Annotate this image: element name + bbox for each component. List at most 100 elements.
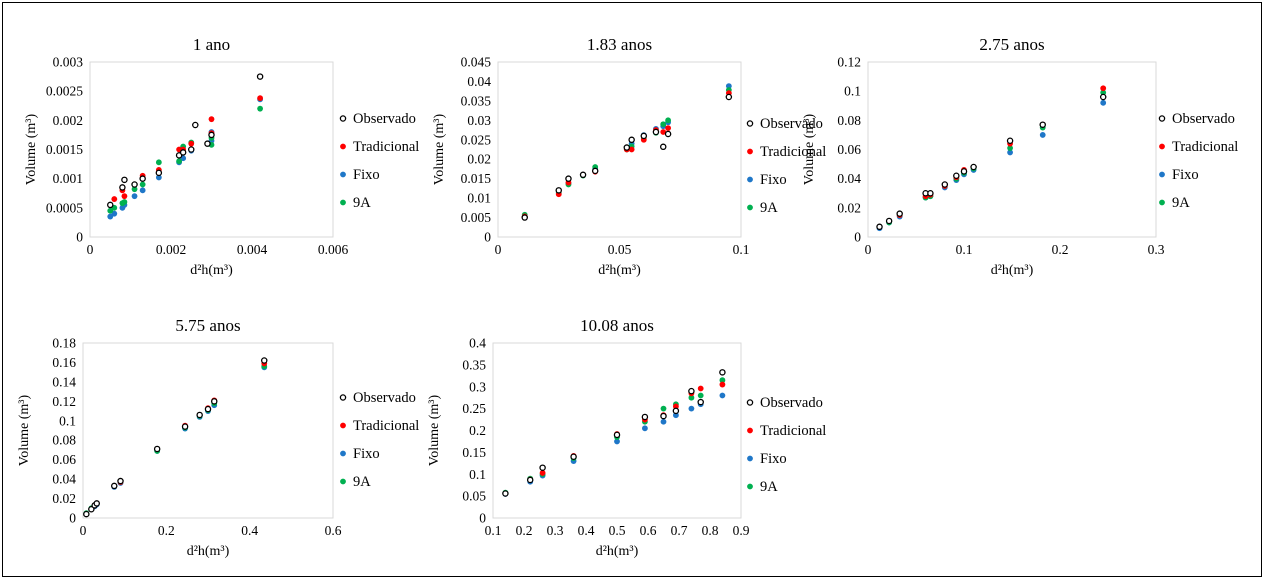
data-point-observado (210, 398, 218, 405)
data-point-observado (660, 412, 667, 420)
legend-marker-tradicional (1159, 143, 1165, 150)
data-point-observado (688, 387, 695, 395)
data-point-9a (660, 121, 667, 128)
legend-marker-fixo (747, 176, 753, 183)
legend-label-observado: Observado (353, 390, 416, 406)
y-tick-label: 0.0025 (46, 84, 83, 99)
data-point-fixo (660, 418, 667, 425)
y-tick-label: 0.0005 (46, 200, 83, 215)
chart-title: 1 ano (193, 35, 230, 54)
x-tick-label: 0.2 (1052, 242, 1069, 257)
y-tick-label: 0.003 (53, 55, 84, 70)
data-point-tradicional (628, 146, 635, 153)
y-tick-label: 0.15 (462, 445, 486, 460)
x-axis-label: d²h(m³) (991, 263, 1034, 278)
legend-label-observado: Observado (760, 116, 823, 132)
legend-label-fixo: Fixo (1172, 167, 1199, 183)
data-point-observado (941, 181, 949, 188)
data-point-tradicional (111, 196, 118, 202)
y-tick-label: 0.03 (467, 113, 491, 128)
data-point-9a (176, 158, 183, 165)
data-point-9a (1007, 145, 1013, 151)
x-tick-label: 0.1 (733, 242, 750, 257)
data-point-observado (641, 413, 649, 421)
x-tick-label: 0.6 (640, 523, 657, 538)
data-point-observado (192, 121, 199, 129)
y-tick-label: 0.06 (52, 452, 76, 467)
y-tick-label: 0.02 (52, 491, 76, 506)
y-tick-label: 0.05 (462, 489, 486, 504)
data-point-9a (697, 392, 704, 399)
data-point-9a (719, 377, 726, 384)
data-point-observado (570, 453, 577, 460)
data-point-observado (153, 445, 161, 453)
plot-area (497, 61, 742, 238)
data-point-observado (260, 357, 268, 364)
data-point-fixo (1007, 149, 1013, 156)
data-point-observado (970, 163, 977, 171)
data-point-observado (539, 464, 546, 471)
chart-title: 5.75 anos (175, 316, 240, 335)
chart-title: 2.75 anos (979, 35, 1044, 54)
y-tick-label: 0.18 (52, 336, 76, 351)
y-tick-label: 0.005 (461, 210, 492, 225)
y-tick-label: 0.35 (462, 357, 486, 372)
y-tick-label: 0.06 (837, 142, 861, 157)
y-tick-label: 0.3 (469, 379, 486, 394)
data-point-observado (927, 189, 934, 197)
data-point-fixo (131, 193, 138, 200)
legend-label-tradicional: Tradicional (353, 418, 419, 434)
y-tick-label: 0.015 (461, 171, 492, 186)
legend-marker-tradicional (340, 143, 346, 150)
y-tick-label: 0.08 (837, 113, 861, 128)
y-tick-label: 0.08 (52, 433, 76, 448)
data-point-observado (155, 169, 163, 177)
chart-panel-2: 1.83 anos 0 0.005 0.01 0.015 0.02 0.025 0.03 0.0… (432, 35, 826, 278)
y-tick-label: 0.0015 (46, 142, 83, 157)
data-point-9a (155, 159, 162, 166)
x-tick-label: 0 (80, 523, 87, 538)
x-tick-label: 0 (865, 242, 872, 257)
y-axis-label: Volume (m³) (802, 114, 817, 186)
data-point-observado (664, 130, 672, 138)
data-point-fixo (1039, 132, 1046, 138)
legend-label-9a: 9A (353, 195, 371, 211)
y-tick-label: 0.04 (52, 472, 76, 487)
x-axis-label: d²h(m³) (187, 544, 230, 559)
data-point-observado (579, 171, 587, 179)
y-tick-label: 0.4 (469, 336, 486, 351)
y-tick-label: 0.04 (467, 74, 491, 89)
x-tick-label: 0.1 (485, 523, 502, 538)
chart-title: 1.83 anos (587, 35, 652, 54)
data-point-observado (117, 477, 124, 485)
data-point-observado (139, 175, 146, 182)
data-point-fixo (139, 187, 146, 194)
y-tick-label: 0.02 (837, 200, 861, 215)
legend-label-9a: 9A (760, 200, 778, 216)
data-point-tradicional (673, 403, 679, 410)
data-point-observado (623, 144, 631, 151)
data-point-9a (257, 105, 263, 112)
legend-marker-fixo (340, 171, 346, 178)
data-point-observado (555, 187, 563, 194)
data-point-observado (565, 175, 572, 182)
legend-marker-9a (747, 204, 753, 211)
data-point-observado (876, 223, 883, 231)
y-tick-label: 0.12 (52, 394, 76, 409)
data-point-fixo (107, 213, 114, 220)
x-tick-label: 0.3 (547, 523, 564, 538)
data-point-observado (187, 146, 195, 153)
legend-label-fixo: Fixo (353, 167, 380, 183)
legend-label-fixo: Fixo (353, 446, 380, 462)
legend-label-tradicional: Tradicional (760, 144, 826, 160)
y-tick-label: 0 (484, 230, 491, 245)
data-point-observado (256, 73, 264, 80)
legend-marker-observado (746, 399, 754, 406)
x-tick-label: 0.05 (608, 242, 632, 257)
data-point-tradicional (208, 116, 215, 123)
data-point-tradicional (719, 381, 726, 388)
data-point-observado (204, 140, 211, 147)
data-point-fixo (614, 438, 620, 445)
